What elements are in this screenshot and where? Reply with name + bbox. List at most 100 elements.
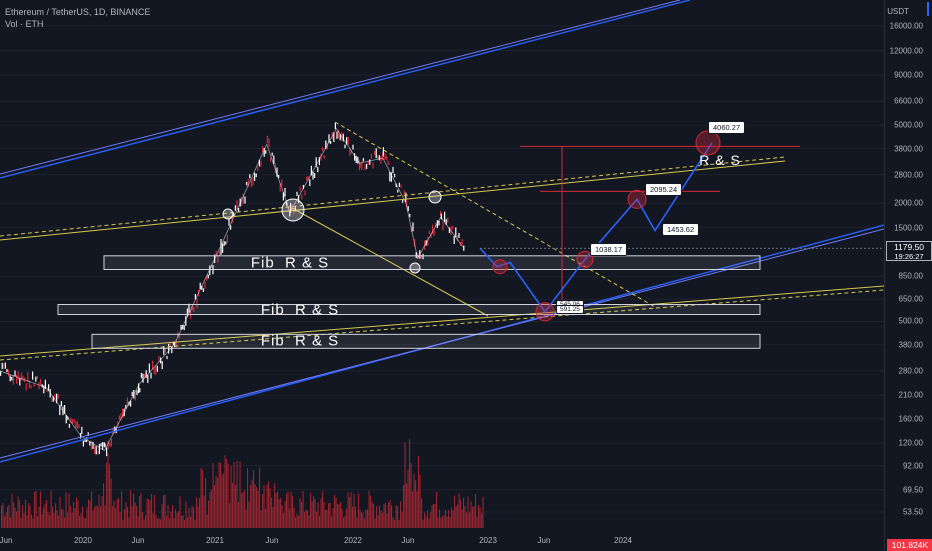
price-candle xyxy=(233,212,235,217)
price-candle xyxy=(403,190,405,197)
price-tick-label: 16000.00 xyxy=(889,21,923,31)
price-candle xyxy=(358,160,360,171)
volume-bar xyxy=(424,512,426,528)
volume-bar xyxy=(472,507,474,528)
price-candle xyxy=(282,192,284,201)
volume-bar xyxy=(290,491,292,528)
price-candle xyxy=(338,129,340,139)
price-candle xyxy=(185,315,187,326)
volume-bar xyxy=(322,491,324,528)
price-candle xyxy=(92,441,94,449)
volume-bar xyxy=(400,501,402,528)
price-candle xyxy=(397,189,399,193)
volume-bar xyxy=(10,517,12,528)
price-candle xyxy=(4,362,6,369)
volume-bar xyxy=(143,519,145,528)
price-candle xyxy=(102,442,104,450)
volume-bar xyxy=(287,491,289,528)
volume-bar xyxy=(38,506,40,528)
price-candle xyxy=(8,369,10,377)
price-candle xyxy=(440,210,442,217)
volume-bar xyxy=(4,516,6,528)
price-candle xyxy=(354,153,356,161)
price-candle xyxy=(118,415,120,420)
volume-bar xyxy=(451,507,453,528)
volume-bar xyxy=(346,508,348,528)
price-candle xyxy=(33,383,35,387)
axis-marker xyxy=(927,2,929,16)
price-tick-label: 650.00 xyxy=(898,294,923,304)
price-candle xyxy=(20,372,22,380)
price-candle xyxy=(372,162,374,169)
price-candle xyxy=(242,193,244,204)
volume-bar xyxy=(43,507,45,528)
price-candle xyxy=(38,382,40,390)
volume-bar xyxy=(356,517,358,528)
price-candle xyxy=(193,307,195,312)
price-candle xyxy=(382,147,384,157)
price-candle xyxy=(301,194,303,200)
volume-bar xyxy=(272,506,274,528)
time-tick-label: 2024 xyxy=(614,536,632,545)
volume-bar xyxy=(361,512,363,528)
volume-bar xyxy=(224,455,226,528)
volume-bar xyxy=(301,502,303,528)
volume-bar xyxy=(281,505,283,528)
volume-bar xyxy=(176,513,178,528)
volume-bar xyxy=(362,512,364,528)
volume-bar xyxy=(277,491,279,528)
price-candle xyxy=(252,177,254,186)
volume-bar xyxy=(406,483,408,528)
volume-bar xyxy=(298,515,300,528)
volume-bar xyxy=(46,499,48,528)
volume-bar xyxy=(152,513,154,528)
volume-bar xyxy=(98,494,100,528)
price-candle xyxy=(273,155,275,165)
price-candle xyxy=(199,282,201,290)
volume-bar xyxy=(394,519,396,528)
volume-bar xyxy=(344,515,346,528)
volume-bar xyxy=(314,498,316,528)
volume-bar xyxy=(230,465,232,528)
price-candle xyxy=(22,375,24,382)
price-tick-label: 500.00 xyxy=(898,316,923,326)
price-axis[interactable]: USDT 16000.00 12000.00 9000.00 6600.00 5000.… xyxy=(884,0,932,551)
volume-bar xyxy=(233,462,235,528)
price-candle xyxy=(28,380,30,389)
volume-bar xyxy=(374,518,376,528)
volume-bar xyxy=(37,516,39,528)
pivot-circle xyxy=(222,208,234,220)
volume-bar xyxy=(458,493,460,528)
price-candle xyxy=(386,155,388,161)
volume-bar xyxy=(431,505,433,528)
price-candle xyxy=(126,397,128,407)
price-candle xyxy=(452,225,454,230)
price-candle xyxy=(52,396,54,402)
volume-bar xyxy=(434,504,436,528)
trendline-yellow-dashed xyxy=(0,156,786,237)
volume-bar xyxy=(407,469,409,528)
volume-bar xyxy=(71,512,73,528)
price-candle xyxy=(60,401,62,407)
volume-bar xyxy=(304,511,306,528)
price-candle xyxy=(246,182,248,186)
price-candle xyxy=(226,234,228,243)
volume-indicator-label[interactable]: Vol · ETH xyxy=(5,19,44,29)
price-candle xyxy=(309,179,311,186)
price-candle xyxy=(180,324,182,330)
volume-bar xyxy=(154,495,156,528)
price-candle xyxy=(19,378,21,386)
price-candle xyxy=(186,308,188,317)
volume-bar xyxy=(323,501,325,528)
price-candle xyxy=(409,213,411,218)
volume-bar xyxy=(337,504,339,528)
target-circle xyxy=(535,302,555,322)
volume-bar xyxy=(212,463,214,528)
volume-bar xyxy=(383,504,385,528)
price-candle xyxy=(172,341,174,345)
volume-bar xyxy=(142,512,144,528)
volume-bar xyxy=(413,473,415,528)
price-candle xyxy=(276,167,278,177)
volume-bar xyxy=(59,496,61,528)
